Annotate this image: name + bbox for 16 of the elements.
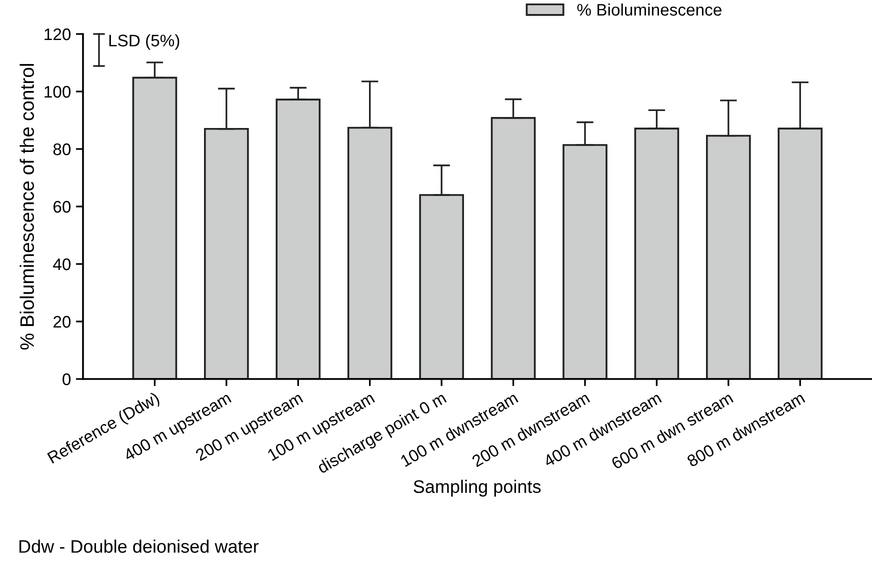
y-tick-label: 120 xyxy=(44,28,71,40)
legend-label: % Bioluminescence xyxy=(577,3,722,16)
y-tick-label: 0 xyxy=(62,373,71,386)
bar xyxy=(419,194,464,379)
y-tick-label: 80 xyxy=(53,143,71,156)
y-tick-label: 20 xyxy=(53,316,71,328)
x-axis-title: Sampling points xyxy=(414,480,541,497)
y-axis-title: % Bioluminescence of the control xyxy=(20,64,34,350)
y-tick-label: 100 xyxy=(44,86,71,98)
annotation: LSD (5%) xyxy=(109,34,180,50)
y-tick-label: 40 xyxy=(53,258,71,270)
bar xyxy=(490,117,536,379)
bar xyxy=(276,98,321,379)
bar xyxy=(562,144,608,379)
text: Ddw - Double deionised water xyxy=(19,540,259,553)
y-tick-label: 60 xyxy=(54,200,71,213)
